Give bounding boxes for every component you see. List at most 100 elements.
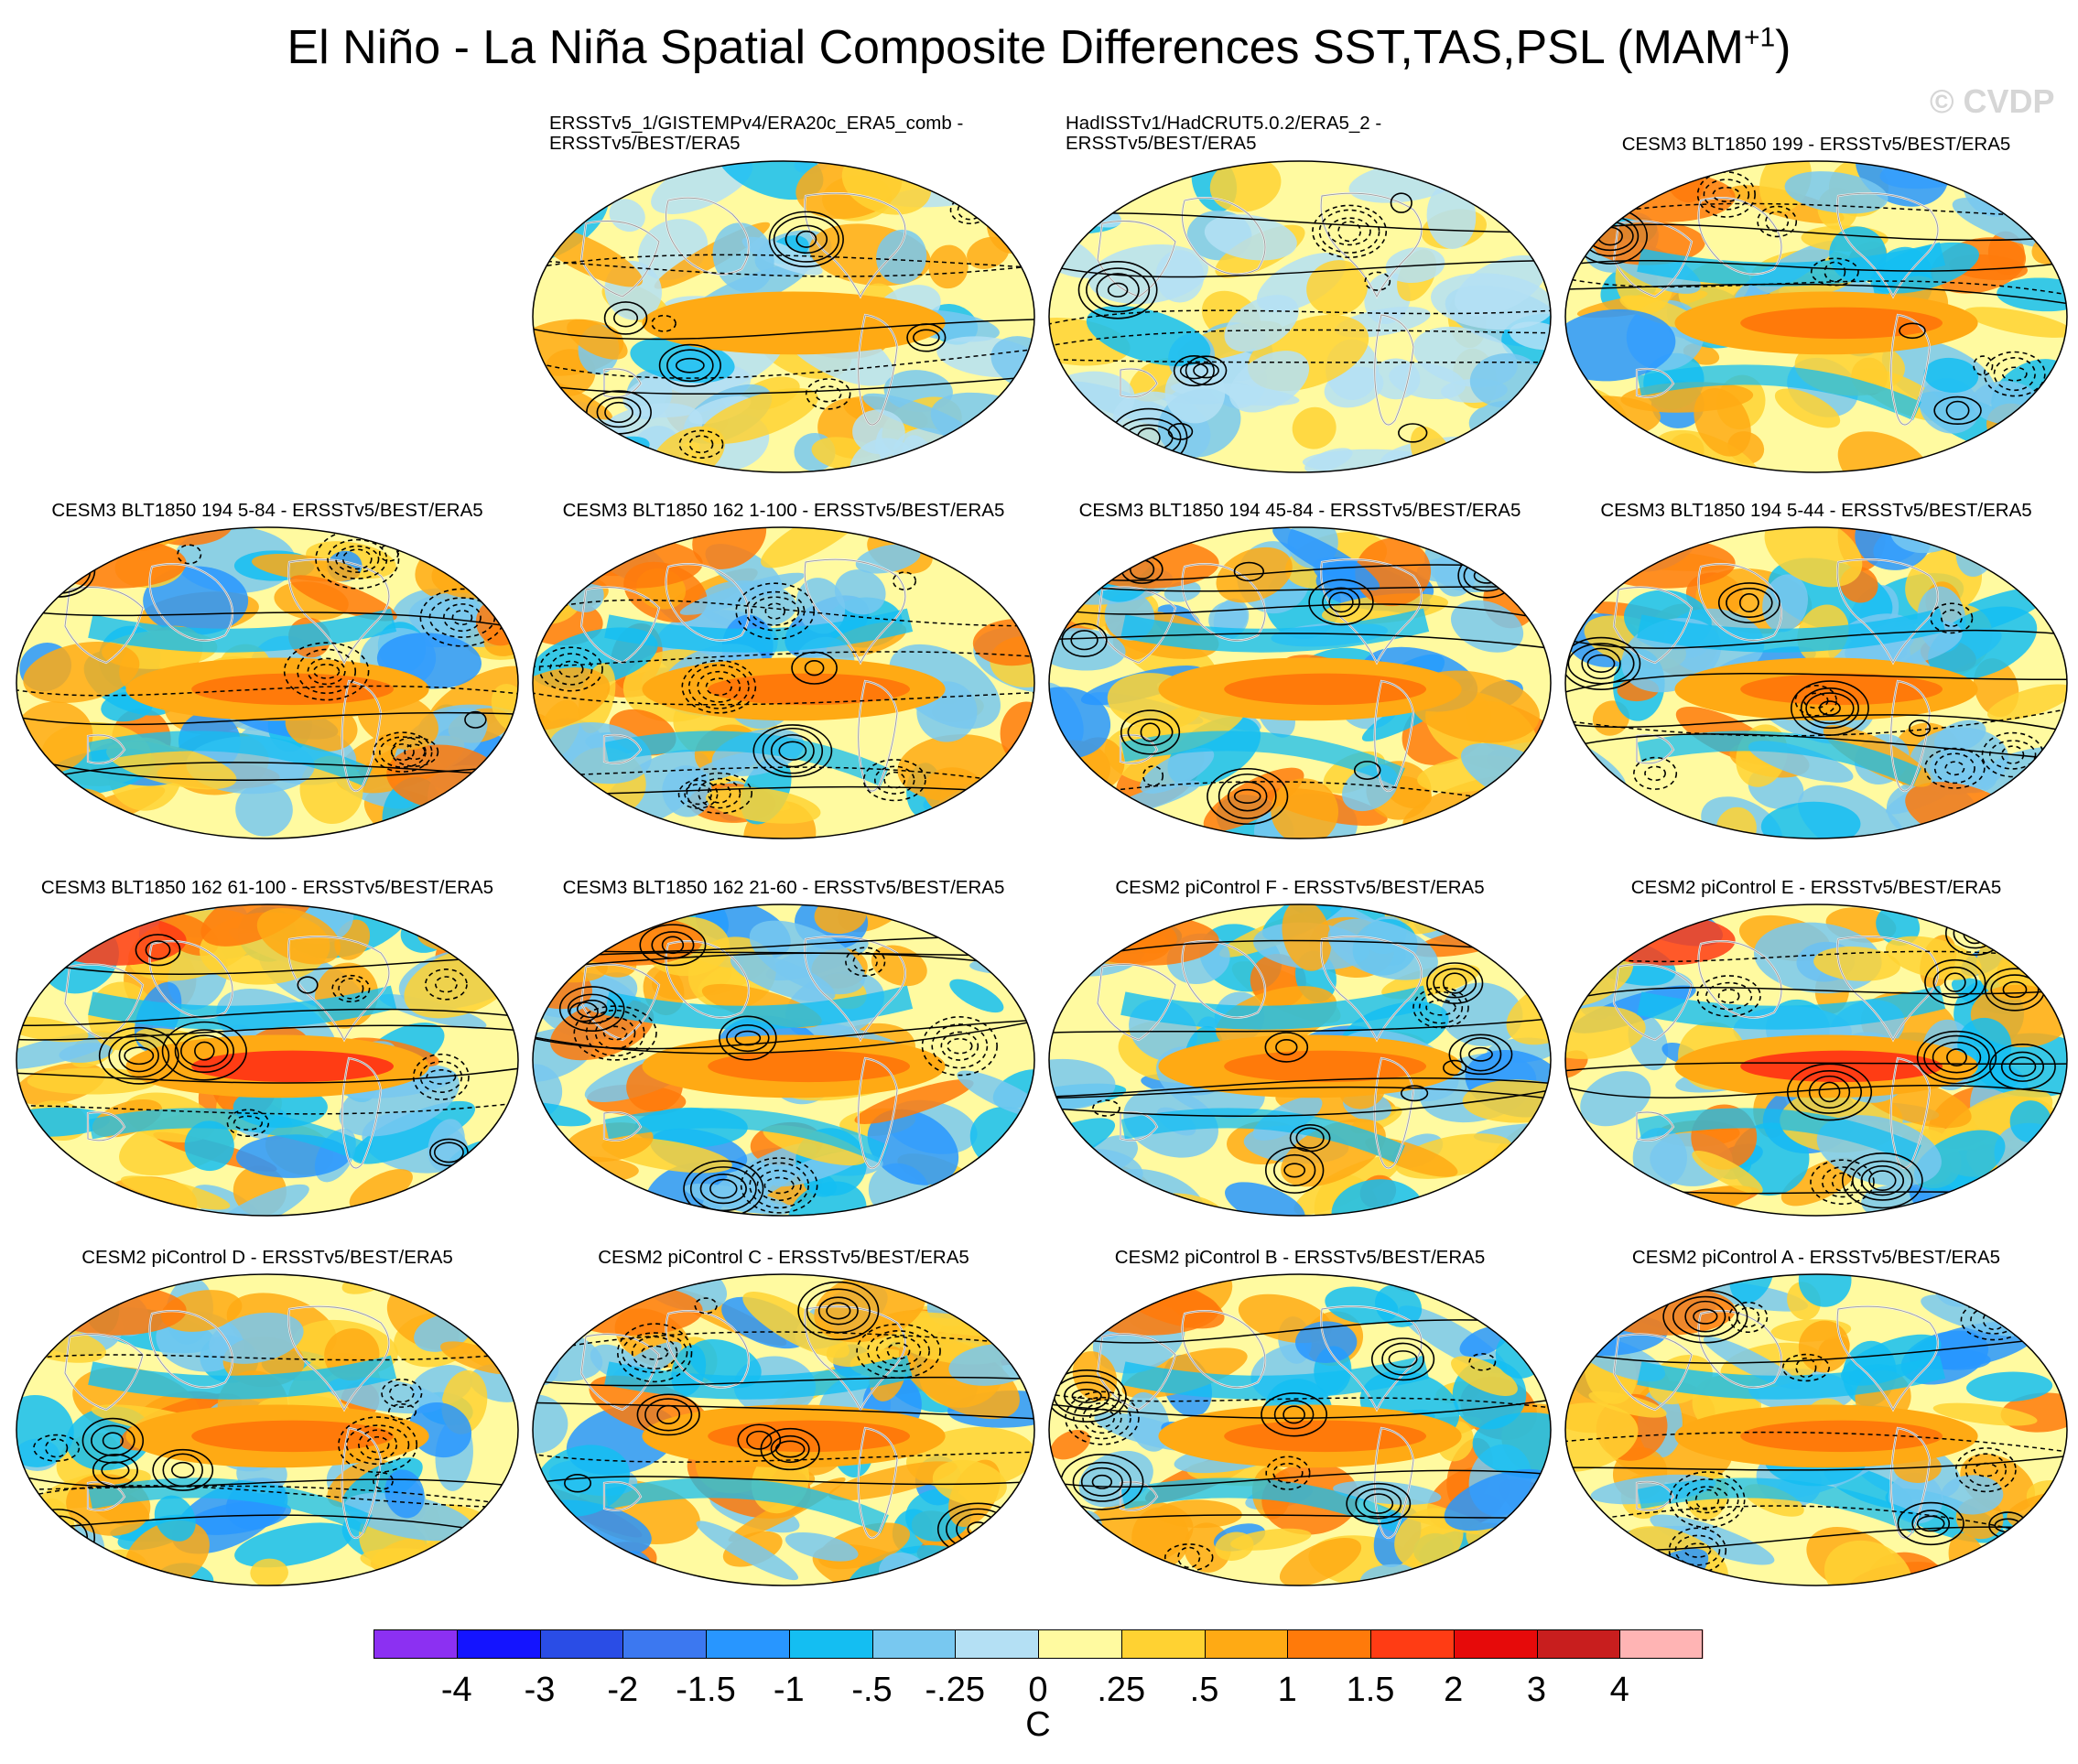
psl-contour-negative	[585, 1009, 645, 1057]
enso-tongue-core	[1740, 1420, 1943, 1453]
psl-contour-negative	[451, 610, 473, 626]
global-map	[1564, 160, 2068, 473]
psl-contour-positive	[658, 343, 721, 387]
psl-contour-negative	[735, 582, 816, 640]
colorbar-tick-label: -1	[773, 1671, 805, 1709]
anomaly-patch	[876, 229, 927, 285]
psl-contour-negative	[1737, 1306, 1760, 1328]
psl-contour-positive	[16, 754, 518, 781]
psl-contour-negative	[1810, 257, 1859, 287]
psl-contour-negative	[1712, 186, 1741, 203]
psl-contour-negative	[875, 1336, 922, 1367]
anomaly-patch	[1565, 308, 1676, 382]
cool-boomerang-south	[1637, 364, 1921, 421]
panel-title: CESM2 piControl F - ERSSTv5/BEST/ERA5	[1047, 878, 1553, 898]
map-outline	[1564, 904, 2068, 1217]
psl-contour-negative	[697, 670, 741, 703]
anomaly-patch	[1486, 1532, 1524, 1573]
psl-contour-positive	[174, 1029, 234, 1074]
anomaly-patch	[932, 1459, 1007, 1506]
colorbar-swatch	[1120, 1629, 1206, 1659]
anomaly-patch	[209, 1312, 304, 1364]
psl-contour-positive	[1218, 773, 1277, 819]
psl-contour-negative	[1644, 765, 1666, 782]
psl-contour-positive	[1841, 1153, 1923, 1209]
map-outline	[16, 904, 519, 1217]
psl-contour-negative	[533, 691, 1034, 706]
cool-boomerang-north	[88, 1355, 397, 1400]
psl-contour-positive	[91, 1424, 135, 1456]
anomaly-patch	[688, 395, 752, 425]
psl-contour-positive	[734, 1030, 762, 1046]
coastline	[603, 734, 642, 764]
psl-contour-positive	[709, 1178, 738, 1199]
psl-contour-positive	[1295, 1127, 1325, 1149]
psl-contour-positive	[1909, 720, 1932, 737]
colorbar-tick-label: 3	[1526, 1671, 1547, 1709]
colorbar-tick-label: 0	[1028, 1671, 1048, 1709]
psl-contour-positive	[1086, 267, 1151, 313]
psl-contour-negative	[533, 259, 1034, 277]
map-outline	[532, 1273, 1035, 1586]
anomaly-patch	[1389, 362, 1466, 400]
anomaly-patch	[184, 1120, 234, 1172]
panel-title: CESM3 BLT1850 162 61-100 - ERSSTv5/BEST/…	[15, 878, 520, 898]
global-map	[16, 904, 519, 1217]
psl-contour-negative	[763, 1176, 795, 1195]
psl-contour-positive	[1565, 223, 2067, 242]
psl-contour-positive	[16, 955, 518, 975]
anomaly-patch	[349, 1169, 413, 1211]
psl-contour-positive	[429, 1138, 469, 1167]
psl-contour-positive	[1390, 192, 1412, 213]
psl-contour-negative	[327, 538, 388, 579]
psl-contour-positive	[1585, 415, 1625, 444]
coastline	[87, 734, 125, 764]
psl-contour-positive	[1590, 422, 1619, 438]
anomaly-patch	[1692, 1150, 1763, 1195]
psl-contour-negative	[378, 544, 400, 562]
psl-contour-positive	[1096, 273, 1140, 308]
psl-contour-positive	[533, 319, 1034, 341]
psl-contour-positive	[666, 349, 714, 383]
psl-contour-negative	[764, 602, 785, 620]
cool-boomerang-south	[1120, 730, 1405, 787]
psl-contour-negative	[687, 664, 750, 709]
psl-contour-negative	[862, 759, 926, 802]
panel-title: CESM3 BLT1850 199 - ERSSTv5/BEST/ERA5	[1564, 135, 2069, 155]
anomaly-patch	[749, 920, 866, 995]
anomaly-patch	[1932, 1402, 2038, 1426]
cool-boomerang-north	[1120, 985, 1430, 1030]
anomaly-patch	[1565, 1309, 1590, 1340]
anomaly-patch	[2019, 1516, 2067, 1579]
coastline	[580, 1334, 660, 1411]
anomaly-patch	[585, 1545, 621, 1576]
colorbar-swatch	[871, 1629, 957, 1659]
psl-contour-negative	[426, 1069, 457, 1085]
psl-contour-positive	[1897, 1501, 1964, 1546]
coastline	[858, 314, 898, 426]
psl-contour-negative	[616, 1323, 693, 1383]
anomaly-patch	[491, 684, 518, 732]
psl-contour-negative	[678, 429, 724, 460]
coastline	[1613, 1334, 1693, 1411]
anomaly-patch	[1694, 387, 1751, 457]
psl-contour-negative	[621, 1332, 688, 1374]
psl-contour-positive	[1233, 788, 1261, 804]
psl-contour-negative	[1327, 217, 1371, 246]
coastline	[1374, 1427, 1414, 1539]
psl-contour-positive	[1916, 1515, 1945, 1532]
anomaly-patch	[1327, 918, 1438, 980]
psl-contour-negative	[177, 544, 202, 565]
psl-contour-positive	[1738, 592, 1759, 613]
colorbar-tick-label: 1	[1277, 1671, 1297, 1709]
colorbar-tick-label: -.25	[925, 1671, 985, 1709]
psl-contour-negative	[1795, 1357, 1817, 1379]
psl-contour-positive	[1193, 363, 1219, 379]
psl-contour-positive	[16, 711, 518, 726]
colorbar-units: C	[1025, 1705, 1051, 1744]
psl-contour-positive	[1072, 1461, 1132, 1502]
anomaly-patch	[742, 1292, 850, 1358]
psl-contour-positive	[297, 976, 319, 994]
anomaly-patch	[425, 1276, 490, 1303]
psl-contour-negative	[707, 783, 731, 804]
